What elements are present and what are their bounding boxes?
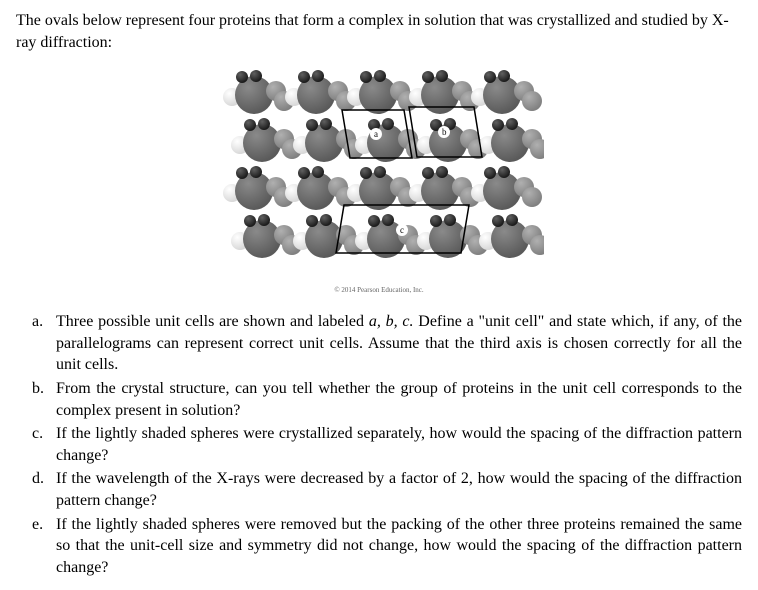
question-d: d. If the wavelength of the X-rays were … <box>56 468 742 511</box>
question-text: Three possible unit cells are shown and … <box>56 313 742 373</box>
crystal-figure: a b c <box>214 65 544 282</box>
question-label: c. <box>32 423 43 445</box>
question-c: c. If the lightly shaded spheres were cr… <box>56 423 742 466</box>
question-text: If the wavelength of the X-rays were dec… <box>56 470 742 509</box>
question-text: If the lightly shaded spheres were cryst… <box>56 425 742 464</box>
question-text: From the crystal structure, can you tell… <box>56 380 742 419</box>
question-a: a. Three possible unit cells are shown a… <box>56 311 742 376</box>
intro-text: The ovals below represent four proteins … <box>16 10 742 53</box>
question-list: a. Three possible unit cells are shown a… <box>16 311 742 578</box>
question-b: b. From the crystal structure, can you t… <box>56 378 742 421</box>
crystal-svg: a b c <box>214 65 544 275</box>
svg-text:c: c <box>400 225 404 235</box>
question-e: e. If the lightly shaded spheres were re… <box>56 514 742 579</box>
question-label: a. <box>32 311 43 333</box>
question-text: If the lightly shaded spheres were remov… <box>56 516 742 576</box>
copyright-text: © 2014 Pearson Education, Inc. <box>16 286 742 295</box>
figure-container: a b c © 2014 Pearson Education, Inc. <box>16 65 742 295</box>
question-label: e. <box>32 514 43 536</box>
question-label: d. <box>32 468 44 490</box>
svg-text:a: a <box>374 129 378 139</box>
svg-text:b: b <box>442 127 447 137</box>
question-label: b. <box>32 378 44 400</box>
